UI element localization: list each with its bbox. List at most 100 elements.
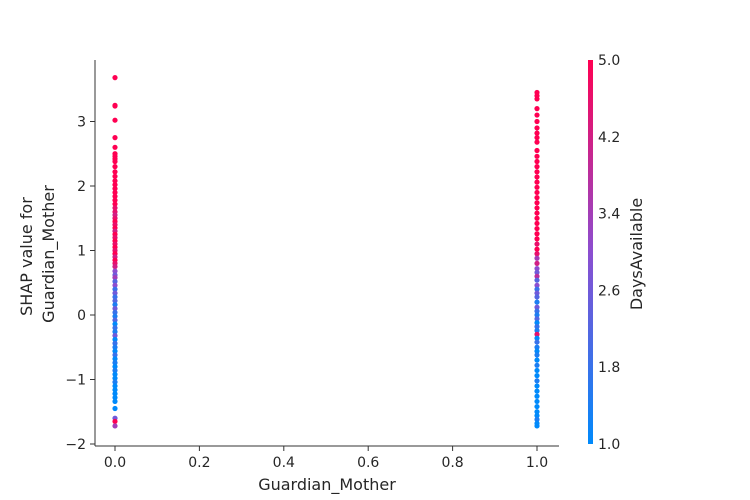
data-point <box>534 273 540 279</box>
data-point <box>534 153 540 159</box>
y-ticks: −2 −1 0 1 2 3 <box>65 115 95 453</box>
data-point <box>534 169 540 175</box>
data-point <box>112 333 118 339</box>
data-point <box>112 144 118 150</box>
data-point <box>534 413 540 419</box>
data-point <box>112 305 118 312</box>
data-point <box>112 298 118 304</box>
data-point <box>112 321 118 327</box>
data-point <box>534 215 540 221</box>
data-point <box>534 147 540 154</box>
data-point <box>112 313 118 319</box>
data-point <box>534 255 540 261</box>
data-point <box>112 340 118 346</box>
data-point <box>534 352 540 358</box>
data-point <box>534 158 540 165</box>
data-point <box>112 348 118 354</box>
data-point <box>534 265 540 272</box>
data-point <box>534 118 540 125</box>
data-point <box>534 135 540 141</box>
y-tick-label: 3 <box>77 115 86 131</box>
data-point <box>112 164 118 170</box>
data-point <box>534 269 540 276</box>
x-tick-label: 0.0 <box>104 455 126 471</box>
data-point <box>112 135 118 141</box>
data-point <box>112 173 118 179</box>
colorbar-tick-label: 2.6 <box>598 283 620 299</box>
data-point <box>534 251 540 257</box>
x-tick-label: 0.8 <box>441 455 463 471</box>
x-tick-label: 1.0 <box>526 455 548 471</box>
data-point <box>112 264 118 270</box>
data-point <box>112 375 118 381</box>
x-tick-label: 0.4 <box>273 455 295 471</box>
data-point <box>112 268 118 274</box>
data-point <box>112 367 118 374</box>
y-axis-label-line-1: SHAP value for <box>17 197 36 316</box>
data-point <box>534 195 540 201</box>
data-point <box>534 423 540 429</box>
colorbar-tick-label: 1.8 <box>598 360 620 376</box>
colorbar-tick-label: 1.0 <box>598 437 620 453</box>
data-point <box>112 75 118 81</box>
data-point <box>534 357 540 363</box>
data-point <box>112 185 118 192</box>
data-point <box>534 241 540 247</box>
data-point <box>112 197 118 203</box>
colorbar-tick-label: 4.2 <box>598 130 620 146</box>
data-point <box>112 317 118 323</box>
colorbar-tick-label: 3.4 <box>598 207 620 223</box>
y-tick-label: 1 <box>77 244 86 260</box>
data-point <box>534 184 540 190</box>
data-point <box>534 179 540 185</box>
y-tick-label: −2 <box>65 437 86 453</box>
data-point <box>534 286 540 292</box>
data-point <box>112 158 118 165</box>
data-point <box>534 383 540 389</box>
data-point <box>112 336 118 343</box>
data-point <box>112 274 118 281</box>
data-point <box>534 331 540 337</box>
y-tick-label: 0 <box>77 308 86 324</box>
data-point <box>112 352 118 358</box>
data-point <box>534 236 540 242</box>
data-point <box>534 290 540 296</box>
data-point <box>534 277 540 283</box>
data-point <box>534 106 540 112</box>
data-point <box>534 416 540 423</box>
data-point <box>112 201 118 207</box>
data-point <box>534 164 540 170</box>
data-point <box>534 304 540 310</box>
data-point <box>534 362 540 368</box>
data-point <box>534 324 540 330</box>
data-point <box>534 125 540 131</box>
data-point <box>112 278 118 285</box>
data-point <box>112 344 118 350</box>
x-ticks: 0.0 0.2 0.4 0.6 0.8 1.0 <box>104 446 548 471</box>
data-point <box>112 371 118 377</box>
data-point <box>112 356 118 362</box>
data-point <box>112 405 118 412</box>
data-point <box>534 294 540 300</box>
data-point <box>112 329 118 335</box>
data-point <box>534 373 540 379</box>
data-point <box>112 189 118 196</box>
data-point <box>112 193 118 199</box>
data-point <box>534 312 540 318</box>
data-point <box>534 409 540 415</box>
data-point <box>112 205 118 211</box>
data-point <box>534 327 540 334</box>
data-point <box>112 394 118 401</box>
data-point <box>112 103 118 109</box>
data-point <box>112 178 118 184</box>
x-tick-label: 0.2 <box>188 455 210 471</box>
data-point <box>112 302 118 308</box>
data-point <box>534 344 540 350</box>
data-point <box>112 169 118 175</box>
colorbar-tick-label: 5.0 <box>598 53 620 69</box>
data-point <box>534 225 540 232</box>
data-point <box>112 325 118 331</box>
data-point <box>534 398 540 405</box>
colorbar-gradient <box>588 60 593 444</box>
